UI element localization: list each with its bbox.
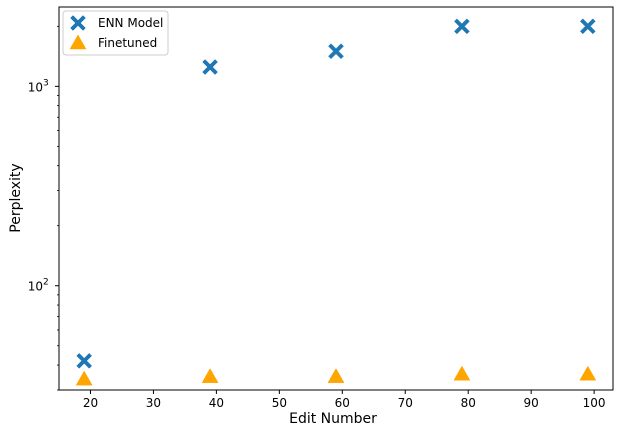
y-tick-label-base: 10 — [28, 280, 43, 294]
data-point-enn-model — [579, 18, 596, 35]
x-tick-label: 90 — [524, 396, 539, 410]
x-tick-label: 20 — [83, 396, 98, 410]
data-point-finetuned — [453, 365, 471, 381]
x-tick-label: 80 — [461, 396, 476, 410]
y-tick-label-exponent: 3 — [43, 78, 49, 88]
x-tick-label: 60 — [335, 396, 350, 410]
data-point-finetuned — [75, 370, 93, 386]
legend-label-enn-model: ENN Model — [98, 16, 163, 30]
x-tick-label: 40 — [209, 396, 224, 410]
legend-marker-enn-model — [70, 15, 86, 31]
x-axis-label: Edit Number — [289, 411, 377, 427]
legend: ENN Model Finetuned — [62, 10, 169, 56]
x-tick-label: 30 — [146, 396, 161, 410]
data-point-enn-model — [454, 18, 470, 35]
x-tick-label: 70 — [398, 396, 413, 410]
legend-marker-finetuned — [69, 34, 87, 50]
legend-box — [62, 10, 169, 56]
x-tick-label: 50 — [272, 396, 287, 410]
data-point-finetuned — [579, 365, 597, 381]
y-axis-label: Perplexity — [8, 163, 24, 232]
data-point-finetuned — [327, 368, 345, 383]
data-point-enn-model — [202, 59, 218, 75]
plot-area — [58, 6, 614, 391]
x-tick-label: 100 — [583, 396, 606, 410]
data-point-finetuned — [201, 368, 219, 383]
x-axis: 20 30 40 50 60 70 80 90 100 — [83, 390, 606, 410]
y-tick-label-base: 10 — [28, 80, 43, 94]
y-tick-label-exponent: 2 — [43, 278, 49, 288]
data-point-enn-model — [328, 43, 344, 60]
legend-label-finetuned: Finetuned — [98, 36, 157, 50]
data-points — [75, 18, 597, 386]
data-point-enn-model — [76, 353, 93, 369]
